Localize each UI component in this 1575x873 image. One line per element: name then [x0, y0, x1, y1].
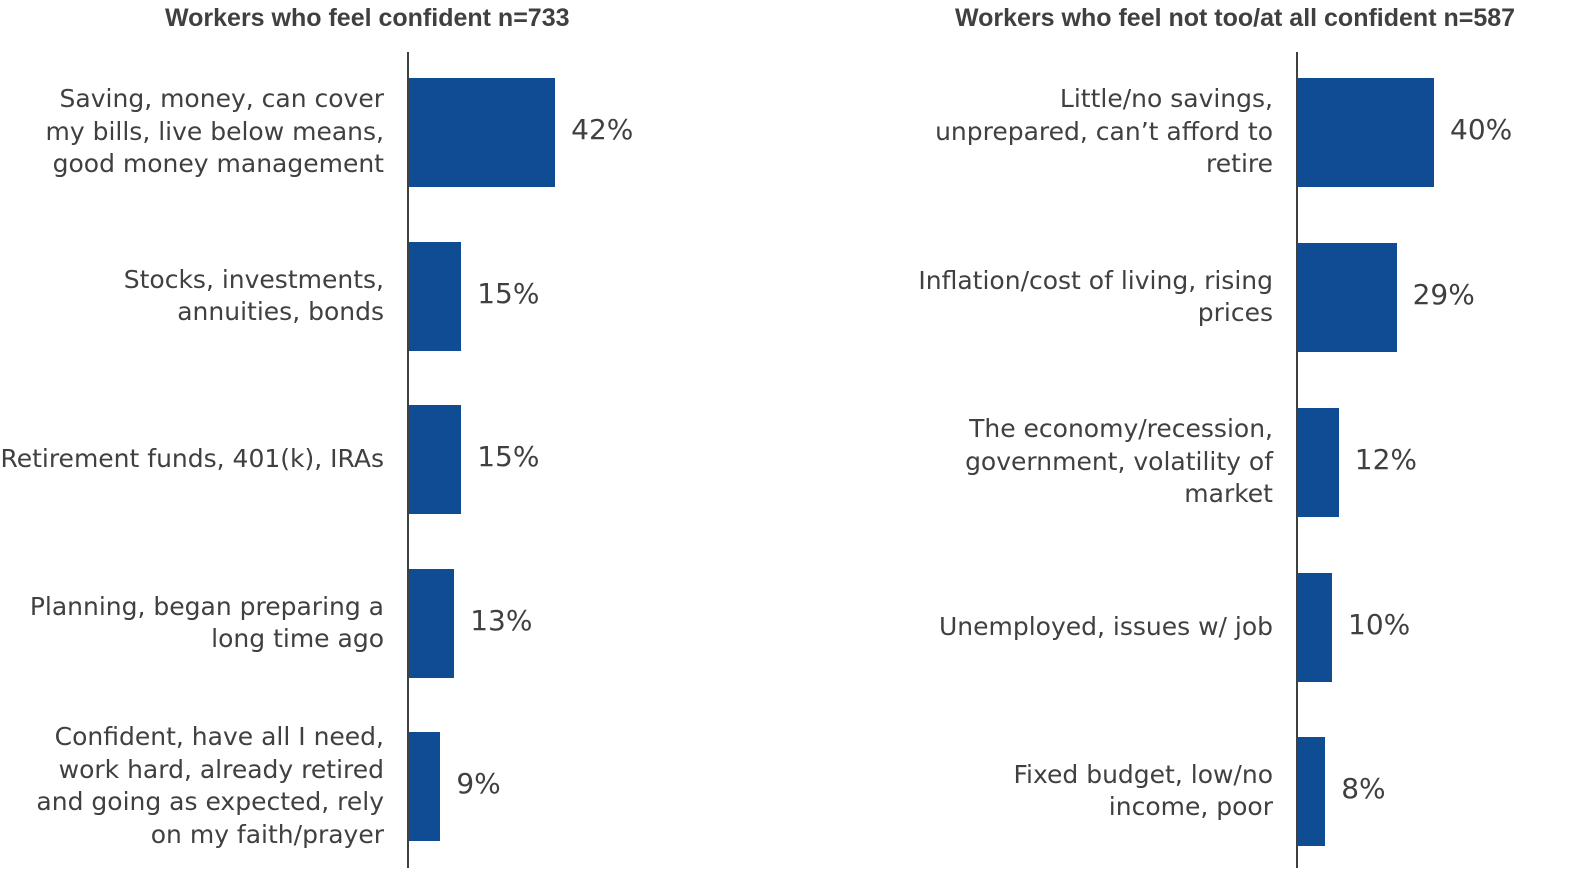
bar [1298, 242, 1397, 352]
data-label: 40% [1450, 113, 1513, 146]
chart-confident: Workers who feel confident n=733 Saving,… [0, 0, 760, 873]
bar [409, 731, 441, 841]
bar [1298, 407, 1339, 517]
chart-title: Workers who feel not too/at all confiden… [955, 4, 1516, 32]
bar [409, 241, 462, 351]
data-label: 15% [477, 277, 540, 310]
bar [1298, 572, 1332, 682]
bar [409, 568, 455, 678]
data-label: 8% [1341, 772, 1386, 805]
category-label: Little/no savings, unprepared, can’t aff… [935, 84, 1273, 179]
chart-title: Workers who feel confident n=733 [165, 4, 570, 32]
bar [1298, 736, 1326, 846]
category-label: Stocks, investments, annuities, bonds [123, 264, 384, 327]
data-label: 12% [1354, 443, 1418, 476]
data-label: 13% [470, 604, 533, 637]
category-label: Confident, have all I need, work hard, a… [36, 722, 384, 849]
category-label: Retirement funds, 401(k), IRAs [0, 443, 384, 473]
category-axis [1296, 52, 1298, 868]
category-label: Fixed budget, low/no income, poor [1013, 759, 1273, 822]
bar [1298, 77, 1434, 187]
data-label: 10% [1348, 608, 1411, 641]
data-label: 15% [477, 440, 540, 473]
category-label: Unemployed, issues w/ job [938, 611, 1273, 641]
bar [409, 404, 462, 514]
category-label: Planning, began preparing a long time ag… [29, 591, 384, 654]
category-label: Saving, money, can cover my bills, live … [45, 84, 385, 179]
category-label: Inflation/cost of living, rising prices [918, 265, 1273, 328]
chart-not-confident: Workers who feel not too/at all confiden… [880, 0, 1575, 873]
category-label: The economy/recession, government, volat… [965, 414, 1273, 509]
data-label: 9% [456, 767, 501, 800]
category-axis [407, 52, 409, 868]
data-label: 42% [571, 113, 634, 146]
bar [409, 77, 556, 187]
data-label: 29% [1412, 278, 1475, 311]
